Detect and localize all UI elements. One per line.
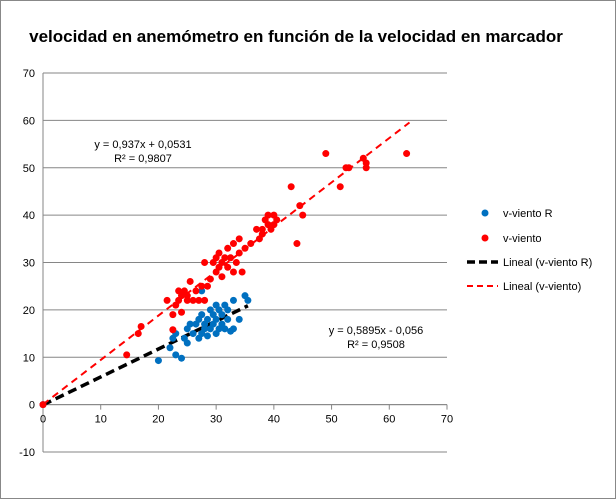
y-tick-label: 30 bbox=[23, 258, 35, 270]
data-point-v-viento-R bbox=[224, 315, 232, 323]
legend-label-lineal-v-viento-r: Lineal (v-viento R) bbox=[503, 257, 592, 269]
data-point-v-viento-R bbox=[178, 354, 186, 362]
y-tick-label: -10 bbox=[19, 447, 35, 459]
data-point-v-viento-R bbox=[224, 306, 232, 314]
data-point-v-viento-R bbox=[244, 296, 252, 304]
data-point-v-viento bbox=[39, 401, 47, 409]
data-point-v-viento bbox=[198, 282, 206, 290]
data-point-v-viento bbox=[134, 330, 142, 338]
data-point-v-viento bbox=[235, 235, 243, 243]
data-point-v-viento bbox=[229, 240, 237, 248]
x-tick-label: 20 bbox=[152, 414, 164, 426]
legend-marker-v-viento bbox=[481, 234, 489, 242]
data-point-v-viento bbox=[201, 259, 209, 266]
data-point-v-viento-R bbox=[186, 320, 194, 328]
data-point-v-viento bbox=[201, 296, 209, 304]
data-point-v-viento bbox=[186, 277, 194, 285]
data-point-v-viento bbox=[224, 263, 232, 271]
legend-marker-v-viento-r bbox=[481, 209, 489, 217]
trendline-v-viento bbox=[42, 121, 411, 406]
data-point-v-viento bbox=[224, 244, 232, 252]
data-point-v-viento bbox=[206, 275, 214, 283]
data-point-v-viento-R bbox=[201, 325, 209, 333]
data-point-v-viento-R bbox=[229, 325, 237, 333]
data-point-v-viento bbox=[229, 268, 237, 276]
data-point-v-viento bbox=[293, 240, 301, 248]
trendline-r2-v-viento: R² = 0,9807 bbox=[114, 153, 172, 165]
data-point-v-viento bbox=[253, 225, 261, 233]
y-tick-label: 40 bbox=[23, 210, 35, 222]
data-point-v-viento bbox=[238, 268, 246, 276]
data-point-v-viento bbox=[362, 164, 370, 172]
y-tick-label: 70 bbox=[23, 68, 35, 80]
data-point-v-viento bbox=[235, 249, 243, 257]
data-point-v-viento bbox=[221, 254, 229, 262]
data-point-v-viento bbox=[137, 322, 145, 330]
y-tick-label: 10 bbox=[23, 352, 35, 364]
x-tick-label: 60 bbox=[383, 414, 395, 426]
legend: v-viento R v-viento Lineal (v-viento R) … bbox=[467, 208, 592, 293]
trendline-r2-v-viento-r: R² = 0,9508 bbox=[347, 339, 405, 351]
data-point-v-viento bbox=[169, 326, 177, 334]
data-point-v-viento-R bbox=[235, 315, 243, 323]
data-point-v-viento bbox=[192, 287, 200, 295]
data-point-v-viento bbox=[299, 211, 307, 219]
data-point-v-viento bbox=[247, 240, 255, 248]
data-point-v-viento bbox=[123, 351, 131, 359]
data-point-v-viento bbox=[322, 150, 330, 158]
data-point-v-viento bbox=[163, 296, 171, 304]
data-point-v-viento bbox=[403, 150, 411, 158]
data-point-v-viento-R bbox=[229, 296, 237, 304]
data-point-v-viento-R bbox=[198, 311, 206, 319]
x-tick-label: 0 bbox=[40, 414, 46, 426]
data-point-v-viento bbox=[183, 292, 191, 300]
chart-title: velocidad en anemómetro en función de la… bbox=[29, 27, 563, 46]
trendline-equation-v-viento: y = 0,937x + 0,0531 bbox=[94, 139, 191, 151]
data-point-v-viento bbox=[227, 254, 235, 262]
data-point-v-viento bbox=[345, 164, 353, 172]
data-point-v-viento bbox=[178, 308, 186, 316]
data-point-v-viento bbox=[189, 296, 197, 304]
data-point-v-viento bbox=[336, 183, 344, 191]
data-point-v-viento-R bbox=[218, 311, 226, 319]
x-tick-label: 10 bbox=[95, 414, 107, 426]
y-tick-label: 50 bbox=[23, 163, 35, 175]
trendline-equation-v-viento-r: y = 0,5895x - 0,056 bbox=[329, 325, 423, 337]
data-point-v-viento bbox=[273, 216, 281, 224]
data-point-v-viento-R bbox=[203, 332, 211, 340]
data-point-v-viento bbox=[296, 202, 304, 210]
data-point-v-viento bbox=[218, 273, 226, 281]
x-tick-label: 70 bbox=[441, 414, 453, 426]
data-point-v-viento-R bbox=[189, 330, 197, 338]
data-point-v-viento-R bbox=[166, 344, 174, 352]
data-point-v-viento-R bbox=[172, 351, 180, 359]
data-point-v-viento bbox=[287, 183, 295, 191]
data-point-v-viento bbox=[203, 282, 211, 290]
data-point-v-viento bbox=[241, 244, 249, 252]
y-tick-label: 0 bbox=[29, 400, 35, 412]
data-point-v-viento bbox=[232, 259, 240, 266]
legend-label-lineal-v-viento: Lineal (v-viento) bbox=[503, 281, 581, 293]
legend-label-v-viento: v-viento bbox=[503, 233, 542, 245]
data-point-v-viento bbox=[169, 311, 177, 319]
x-tick-label: 50 bbox=[325, 414, 337, 426]
data-point-v-viento bbox=[264, 211, 272, 219]
y-tick-label: 60 bbox=[23, 115, 35, 127]
x-tick-label: 30 bbox=[210, 414, 222, 426]
data-point-v-viento-R bbox=[183, 339, 191, 347]
x-tick-label: 40 bbox=[268, 414, 280, 426]
data-point-v-viento-R bbox=[221, 325, 229, 333]
data-point-v-viento bbox=[258, 225, 266, 233]
data-point-v-viento-R bbox=[212, 315, 220, 323]
data-point-v-viento-R bbox=[203, 315, 211, 323]
data-point-v-viento bbox=[215, 249, 223, 257]
legend-label-v-viento-r: v-viento R bbox=[503, 208, 553, 220]
data-point-v-viento-R bbox=[154, 357, 162, 365]
data-point-v-viento bbox=[195, 296, 203, 304]
y-tick-label: 20 bbox=[23, 305, 35, 317]
